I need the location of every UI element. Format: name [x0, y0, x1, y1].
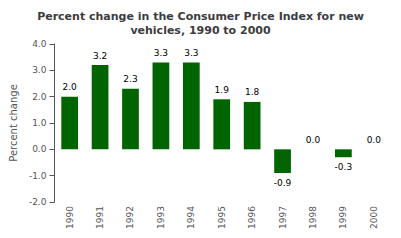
svg-text:-0.3: -0.3: [335, 162, 353, 172]
svg-text:1991: 1991: [95, 206, 105, 229]
svg-text:3.0: 3.0: [32, 65, 47, 75]
svg-text:1992: 1992: [125, 206, 135, 229]
svg-text:2.0: 2.0: [63, 82, 78, 92]
svg-text:1996: 1996: [247, 206, 257, 229]
svg-text:4.0: 4.0: [32, 39, 47, 49]
svg-text:-0.9: -0.9: [274, 178, 292, 188]
svg-text:1990: 1990: [65, 206, 75, 229]
svg-text:-2.0: -2.0: [29, 197, 47, 207]
svg-text:1995: 1995: [217, 206, 227, 229]
svg-text:1.0: 1.0: [32, 118, 47, 128]
svg-text:-1.0: -1.0: [29, 171, 47, 181]
svg-text:Percent change: Percent change: [8, 84, 19, 162]
svg-text:2.3: 2.3: [123, 74, 137, 84]
svg-text:3.3: 3.3: [184, 48, 198, 58]
svg-text:3.2: 3.2: [93, 51, 107, 61]
svg-text:1998: 1998: [308, 206, 318, 229]
svg-text:1993: 1993: [156, 206, 166, 229]
svg-text:0.0: 0.0: [306, 135, 321, 145]
svg-text:1.8: 1.8: [245, 87, 260, 97]
svg-text:2000: 2000: [369, 206, 379, 229]
svg-text:1997: 1997: [278, 206, 288, 229]
svg-text:1994: 1994: [186, 206, 196, 229]
svg-text:3.3: 3.3: [154, 48, 168, 58]
svg-text:vehicles, 1990 to 2000: vehicles, 1990 to 2000: [130, 24, 271, 37]
svg-text:2.0: 2.0: [32, 92, 47, 102]
svg-text:Percent change in the Consumer: Percent change in the Consumer Price Ind…: [37, 10, 364, 23]
svg-text:1.9: 1.9: [215, 85, 230, 95]
svg-text:0.0: 0.0: [32, 144, 47, 154]
svg-text:0.0: 0.0: [367, 135, 382, 145]
svg-text:1999: 1999: [338, 206, 348, 229]
